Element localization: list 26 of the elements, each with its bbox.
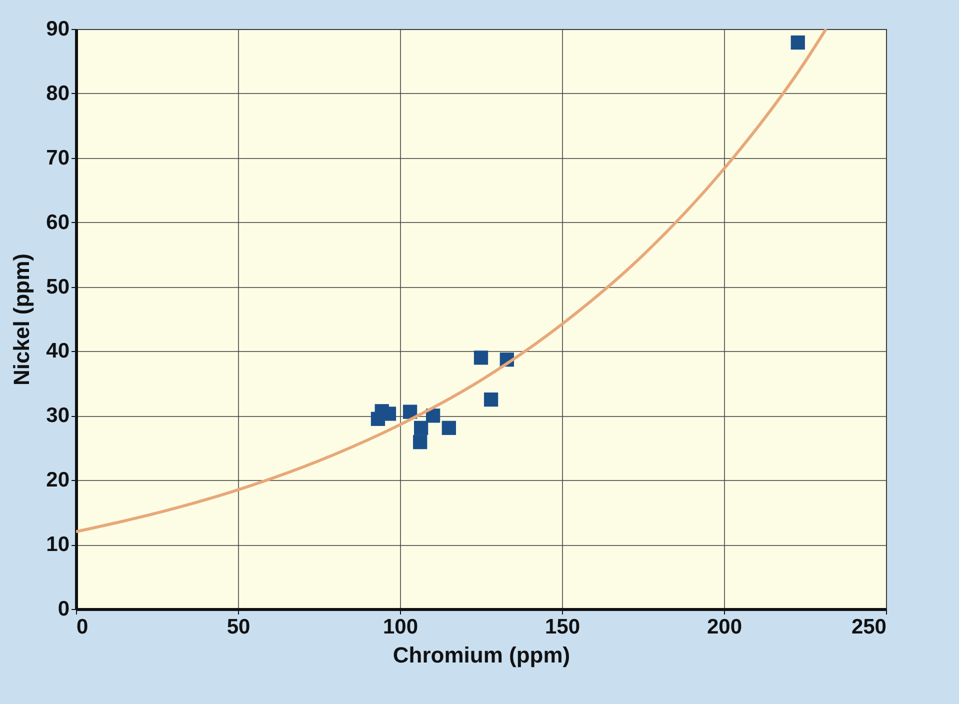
y-tick-label: 40: [46, 340, 70, 363]
x-axis-title: Chromium (ppm): [392, 642, 570, 668]
y-tick-label: 50: [46, 275, 70, 298]
y-tick-label: 30: [46, 404, 70, 428]
point: [402, 404, 418, 419]
line-series: [76, 29, 828, 534]
point: [474, 350, 488, 365]
y-tick-label: 80: [46, 82, 70, 105]
y-tick-label: 0: [58, 598, 70, 620]
y-tick-label: 70: [46, 146, 70, 170]
point: [414, 420, 428, 435]
x-tick-label: 150: [544, 616, 580, 638]
x-tick-label: 50: [226, 616, 250, 638]
x-tick-label: 250: [851, 616, 886, 638]
y-tick-label: 60: [46, 210, 70, 234]
y-tick-label: 20: [46, 468, 70, 492]
point: [484, 392, 498, 407]
x-tick-label: 100: [382, 616, 418, 638]
x-tick-label: 200: [706, 616, 742, 638]
y-tick-label: 90: [46, 18, 70, 40]
point: [790, 35, 805, 50]
y-tick-label: 10: [46, 533, 70, 556]
x-tick-label: 0: [76, 616, 88, 638]
y-axis-title: Nickel (ppm): [9, 253, 34, 386]
point: [442, 420, 456, 435]
point: [413, 435, 428, 450]
